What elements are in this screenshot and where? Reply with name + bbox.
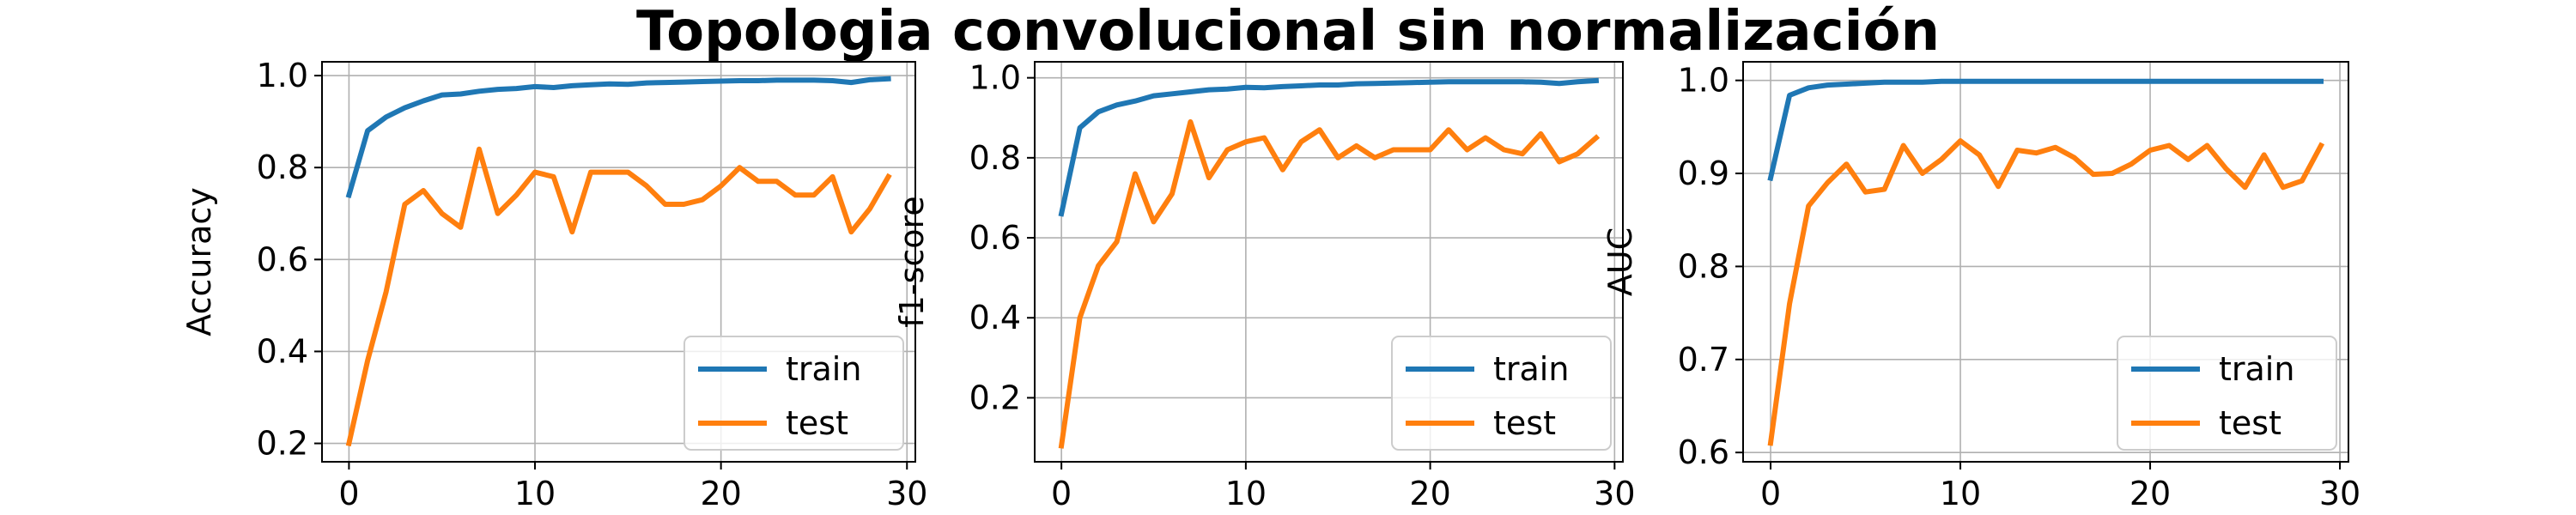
- x-tick-label: 0: [1051, 475, 1072, 512]
- legend-label-test: test: [2219, 404, 2281, 442]
- chart-panel-1: 0 10 20 30 0.2 0.4 0.6 0.8 1.0 Accuracy train test: [180, 57, 927, 512]
- x-tick-label: 30: [2319, 475, 2360, 512]
- series-line-test: [1058, 118, 1601, 449]
- legend-label-train: train: [1493, 350, 1569, 388]
- figure-title: Topologia convolucional sin normalizació…: [636, 0, 1940, 64]
- x-tick-label: 30: [886, 475, 927, 512]
- y-tick-label: 1.0: [257, 57, 308, 94]
- x-tick-label: 20: [2129, 475, 2171, 512]
- series-line-train: [1058, 77, 1600, 217]
- x-tick-label: 0: [338, 475, 359, 512]
- series-line-test: [1767, 138, 2325, 446]
- axes-frame: [1034, 61, 1624, 463]
- chart-panel-2: 0 10 20 30 0.2 0.4 0.6 0.8 1.0 f1-score train test: [893, 59, 1636, 512]
- y-tick-label: 0.8: [969, 139, 1021, 177]
- y-axis-label: f1-score: [893, 196, 931, 327]
- x-tick-label: 10: [514, 475, 556, 512]
- y-tick-label: 1.0: [969, 59, 1021, 97]
- y-tick-label: 0.4: [969, 299, 1021, 336]
- axes-frame: [1742, 61, 2349, 463]
- series-line-train: [1767, 78, 2324, 182]
- y-tick-label: 1.0: [1678, 62, 1729, 100]
- y-tick-label: 0.7: [1678, 341, 1729, 379]
- y-tick-label: 0.6: [1678, 433, 1729, 471]
- x-tick-label: 10: [1225, 475, 1267, 512]
- legend: train test: [1391, 336, 1612, 451]
- series-line-test: [345, 146, 892, 447]
- legend: train test: [683, 336, 904, 451]
- series-line-train: [345, 76, 891, 199]
- legend-label-train: train: [786, 350, 861, 388]
- y-axis-label: Accuracy: [180, 187, 218, 336]
- axes-frame: [321, 61, 916, 463]
- y-tick-label: 0.8: [257, 148, 308, 186]
- x-tick-label: 20: [700, 475, 741, 512]
- y-tick-label: 0.6: [257, 240, 308, 278]
- chart-panel-3: 0 10 20 30 0.6 0.7 0.8 0.9 1.0 AUC train test: [1601, 61, 2360, 512]
- y-tick-label: 0.6: [969, 219, 1021, 257]
- x-tick-label: 30: [1594, 475, 1635, 512]
- x-tick-label: 10: [1940, 475, 1981, 512]
- y-tick-label: 0.2: [969, 379, 1021, 416]
- y-tick-label: 0.4: [257, 332, 308, 370]
- y-tick-label: 0.9: [1678, 154, 1729, 192]
- legend-label-train: train: [2219, 350, 2294, 388]
- legend-label-test: test: [1493, 404, 1556, 442]
- y-tick-label: 0.8: [1678, 247, 1729, 285]
- legend-label-test: test: [786, 404, 848, 442]
- y-axis-label: AUC: [1601, 227, 1639, 296]
- x-tick-label: 0: [1760, 475, 1781, 512]
- legend: train test: [2117, 336, 2337, 451]
- x-tick-label: 20: [1409, 475, 1450, 512]
- y-tick-label: 0.2: [257, 425, 308, 463]
